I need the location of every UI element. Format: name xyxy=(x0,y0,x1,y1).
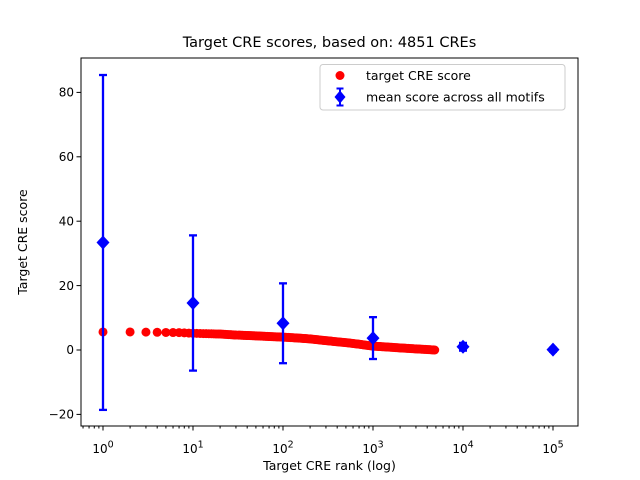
x-tick-label: 104 xyxy=(452,440,473,457)
legend-label-mean: mean score across all motifs xyxy=(366,90,545,105)
x-tick-label: 101 xyxy=(182,440,203,457)
diamond-marker xyxy=(276,316,290,331)
legend: target CRE score mean score across all m… xyxy=(319,64,566,111)
y-tick-label: 0 xyxy=(66,343,74,357)
mean-score-point xyxy=(456,339,470,354)
mean-score-point xyxy=(276,282,290,365)
red-data-point xyxy=(125,327,135,337)
red-data-point xyxy=(141,327,151,337)
diamond-marker xyxy=(366,331,380,346)
diamond-marker xyxy=(96,235,110,250)
legend-box xyxy=(319,64,566,111)
mean-score-point xyxy=(96,73,110,412)
mean-score-point xyxy=(186,234,200,372)
red-data-point xyxy=(152,327,162,337)
y-axis-ticks: −20 0 20 40 60 80 xyxy=(49,86,81,422)
plot-border xyxy=(80,57,579,427)
diamond-marker xyxy=(456,339,470,354)
y-tick-label: 60 xyxy=(59,150,74,164)
y-tick-label: 80 xyxy=(59,86,74,100)
chart-title: Target CRE scores, based on: 4851 CREs xyxy=(182,35,477,51)
diamond-marker xyxy=(186,295,200,310)
x-tick-label: 100 xyxy=(92,440,113,457)
y-tick-label: −20 xyxy=(49,408,74,422)
legend-red-circle-icon xyxy=(335,71,345,80)
legend-blue-diamond-icon xyxy=(334,87,346,107)
series-target-cre-score xyxy=(98,327,440,355)
red-data-point xyxy=(161,327,171,337)
x-tick-label: 103 xyxy=(362,440,383,457)
x-axis-ticks: 100 101 102 103 104 105 xyxy=(82,426,564,457)
mean-score-point xyxy=(366,316,380,361)
x-axis-label: Target CRE rank (log) xyxy=(262,458,396,473)
y-axis-label: Target CRE score xyxy=(15,189,30,296)
legend-label-target: target CRE score xyxy=(366,68,471,83)
diamond-marker xyxy=(546,342,560,357)
mean-score-point xyxy=(546,342,560,357)
red-data-point xyxy=(430,345,440,355)
x-tick-label: 105 xyxy=(542,440,563,457)
x-tick-label: 102 xyxy=(272,440,293,457)
y-tick-label: 20 xyxy=(59,279,74,293)
y-tick-label: 40 xyxy=(59,214,74,228)
series-mean-score xyxy=(96,73,560,412)
